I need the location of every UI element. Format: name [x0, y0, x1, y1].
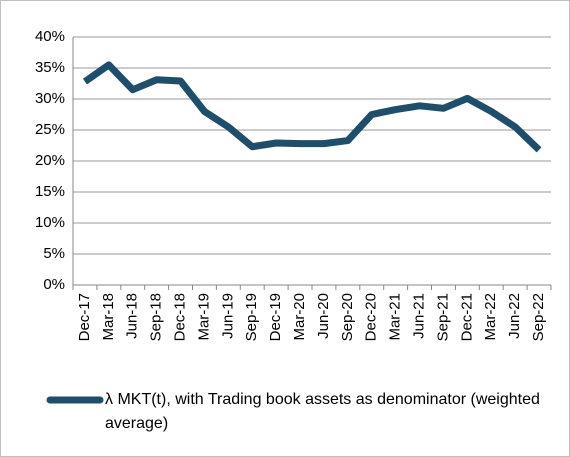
y-tick-label: 15%	[35, 183, 65, 200]
x-tick-label: Mar-19	[195, 293, 212, 341]
x-tick-label: Dec-21	[458, 293, 475, 341]
y-tick-label: 0%	[43, 276, 65, 293]
x-tick-label: Sep-20	[339, 293, 356, 341]
x-tick-label: Jun-20	[315, 293, 332, 339]
x-tick-label: Jun-18	[124, 293, 141, 339]
x-tick-label: Mar-22	[482, 293, 499, 341]
x-tick-label: Dec-17	[76, 293, 93, 341]
x-tick-label: Dec-19	[267, 293, 284, 341]
x-tick-label: Mar-20	[291, 293, 308, 341]
x-tick-label: Jun-21	[411, 293, 428, 339]
x-tick-label: Sep-21	[434, 293, 451, 341]
x-tick-label: Dec-18	[172, 293, 189, 341]
x-tick-label: Jun-19	[219, 293, 236, 339]
x-tick-label: Sep-19	[243, 293, 260, 341]
y-tick-label: 5%	[43, 245, 65, 262]
y-tick-label: 30%	[35, 90, 65, 107]
series-line	[82, 61, 542, 153]
y-tick-label: 40%	[35, 28, 65, 45]
legend-label: λ MKT(t), with Trading book assets as de…	[105, 391, 540, 432]
x-tick-label: Mar-21	[387, 293, 404, 341]
y-tick-label: 10%	[35, 214, 65, 231]
y-tick-label: 35%	[35, 59, 65, 76]
y-tick-label: 25%	[35, 121, 65, 138]
x-tick-label: Sep-22	[530, 293, 547, 341]
x-tick-label: Dec-20	[363, 293, 380, 341]
x-tick-label: Jun-22	[506, 293, 523, 339]
y-tick-label: 20%	[35, 152, 65, 169]
x-tick-label: Sep-18	[148, 293, 165, 341]
x-tick-label: Mar-18	[100, 293, 117, 341]
